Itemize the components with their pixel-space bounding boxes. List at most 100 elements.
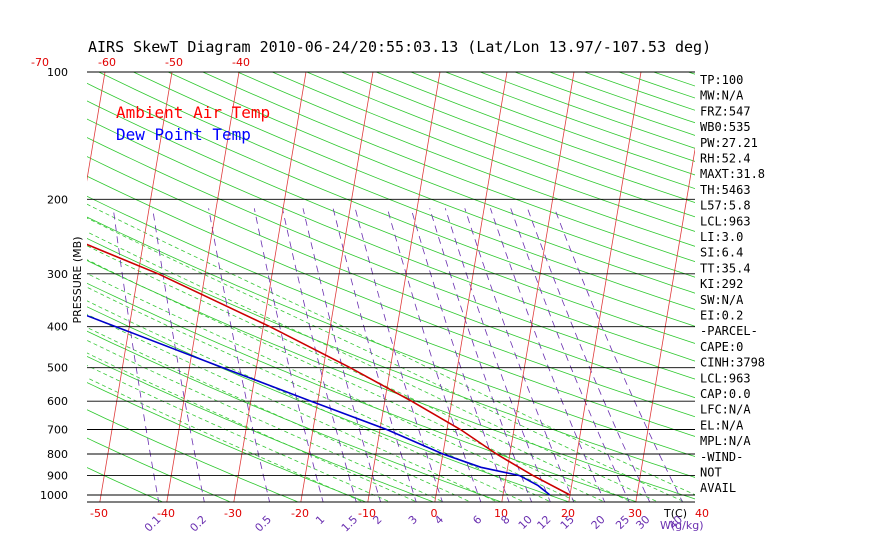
x-axis-unit-label: T(C) bbox=[663, 507, 687, 520]
dry-adiabat-line bbox=[87, 330, 503, 502]
dry-adiabat-line bbox=[666, 53, 870, 504]
dry-adiabat-line bbox=[87, 118, 695, 362]
moist-adiabat-line bbox=[87, 313, 499, 502]
temperature-tick-label: -50 bbox=[90, 507, 108, 520]
mixing-ratio-tick-label: 0.2 bbox=[187, 513, 209, 535]
isotherm-line bbox=[434, 72, 508, 502]
moist-adiabat-line bbox=[87, 217, 686, 502]
index-label: FRZ:547 bbox=[700, 104, 751, 118]
pressure-tick-label: 400 bbox=[47, 321, 68, 334]
index-label: -WIND- bbox=[700, 450, 743, 464]
series-line bbox=[87, 243, 571, 496]
mixing-ratio-line bbox=[554, 208, 683, 502]
index-label: SW:N/A bbox=[700, 293, 744, 307]
moist-adiabat-line bbox=[87, 231, 659, 502]
index-label: TH:5463 bbox=[700, 183, 751, 197]
dry-adiabat-line bbox=[87, 175, 695, 418]
moist-adiabat-line bbox=[87, 300, 526, 502]
dry-adiabat-line bbox=[87, 437, 232, 502]
mixing-ratio-line bbox=[332, 208, 417, 502]
pressure-tick-label: 500 bbox=[47, 362, 68, 375]
index-label: AVAIL bbox=[700, 481, 736, 495]
mixing-ratio-line bbox=[302, 208, 382, 502]
isotherm-line bbox=[99, 72, 173, 502]
dry-adiabat-line bbox=[87, 82, 695, 327]
isotherm-line bbox=[300, 72, 374, 502]
index-label: NOT bbox=[700, 466, 722, 480]
dry-adiabat-line bbox=[87, 100, 695, 344]
mixing-ratio-line bbox=[253, 208, 324, 502]
mixing-ratio-line bbox=[354, 208, 443, 502]
temperature-tick-label: 20 bbox=[561, 507, 575, 520]
isotherm-line bbox=[501, 72, 575, 502]
isotherm-line bbox=[0, 53, 41, 504]
moist-adiabat-line bbox=[87, 273, 579, 502]
mixing-ratio-tick-label: 0.5 bbox=[252, 513, 274, 535]
index-label: PW:27.21 bbox=[700, 136, 758, 150]
moist-adiabat-line bbox=[87, 245, 633, 502]
temperature-tick-label: 10 bbox=[494, 507, 508, 520]
mixing-ratio-line bbox=[282, 208, 357, 502]
index-label: TT:35.4 bbox=[700, 261, 751, 275]
index-label: CINH:3798 bbox=[700, 356, 765, 370]
index-label: LCL:963 bbox=[700, 214, 751, 228]
mixing-ratio-tick-label: 12 bbox=[535, 513, 554, 532]
pressure-axis: 100 200 300 400 500 600 700 800 900 1000 bbox=[40, 66, 68, 502]
moist-adiabat-line bbox=[87, 352, 418, 502]
mixing-ratio-line bbox=[464, 208, 575, 502]
mixing-ratio-tick-label: 20 bbox=[589, 513, 608, 532]
pressure-tick-label: 600 bbox=[47, 395, 68, 408]
temperature-tick-label: -10 bbox=[358, 507, 376, 520]
mixing-ratio-tick-label: 1 bbox=[313, 513, 327, 527]
isotherm-line bbox=[836, 53, 870, 504]
dry-adiabat-line bbox=[167, 72, 695, 278]
pressure-tick-label: 200 bbox=[47, 193, 68, 206]
dry-adiabat-line bbox=[236, 72, 695, 247]
dry-adiabat-line bbox=[201, 72, 695, 263]
legend-entry: Dew Point Temp bbox=[116, 125, 251, 144]
dry-adiabat-line bbox=[97, 72, 695, 310]
temperature-axis-top: -120-110-100-90-80-70-60-50-40 bbox=[31, 56, 250, 69]
mixing-ratio-unit-label: W(g/kg) bbox=[660, 519, 704, 532]
pressure-tick-label: 100 bbox=[47, 66, 68, 79]
y-axis-label: PRESSURE (MB) bbox=[71, 237, 84, 324]
mixing-ratio-tick-label: 3 bbox=[406, 513, 420, 527]
dry-adiabat-line bbox=[87, 137, 695, 380]
isotherm-line bbox=[233, 72, 307, 502]
temperature-tick-label: -40 bbox=[157, 507, 175, 520]
top-temperature-tick-label: -40 bbox=[232, 56, 250, 69]
index-label: MPL:N/A bbox=[700, 434, 751, 448]
mixing-ratio-tick-label: 6 bbox=[470, 513, 484, 527]
dry-adiabat-line bbox=[87, 467, 164, 502]
chart-title: AIRS SkewT Diagram 2010-06-24/20:55:03.1… bbox=[88, 38, 711, 56]
dry-adiabat-line bbox=[87, 216, 695, 458]
index-label: MAXT:31.8 bbox=[700, 167, 765, 181]
dry-adiabat-line bbox=[87, 260, 695, 500]
dry-adiabat-line bbox=[87, 409, 300, 502]
index-label: CAP:0.0 bbox=[700, 387, 751, 401]
temperature-axis-bottom: -50 -40 -30 -20 -10 0 10 20 30 40 T(C) bbox=[90, 507, 709, 520]
legend-entry: Ambient Air Temp bbox=[116, 103, 270, 122]
moist-adiabat-line bbox=[87, 286, 552, 502]
moist-adiabat-line bbox=[87, 365, 391, 502]
index-label: RH:52.4 bbox=[700, 152, 751, 166]
dry-adiabat-line bbox=[87, 355, 435, 502]
mixing-ratio-line bbox=[152, 208, 205, 502]
mixing-ratio-line bbox=[444, 208, 551, 502]
isotherm-line bbox=[769, 53, 845, 504]
series-line bbox=[87, 314, 551, 496]
dry-adiabat-line bbox=[87, 195, 695, 437]
temperature-tick-label: -20 bbox=[291, 507, 309, 520]
index-label: EI:0.2 bbox=[700, 309, 743, 323]
index-label: LFC:N/A bbox=[700, 403, 751, 417]
mixing-ratio-tick-label: 2 bbox=[370, 513, 384, 527]
mixing-ratio-tick-label: 4 bbox=[432, 513, 446, 527]
plot-area bbox=[87, 72, 695, 502]
index-label: LI:3.0 bbox=[700, 230, 743, 244]
mixing-ratio-line bbox=[112, 208, 160, 502]
dry-adiabat-line bbox=[87, 382, 367, 502]
mixing-ratio-line bbox=[510, 208, 630, 502]
isotherm-line bbox=[635, 147, 695, 502]
